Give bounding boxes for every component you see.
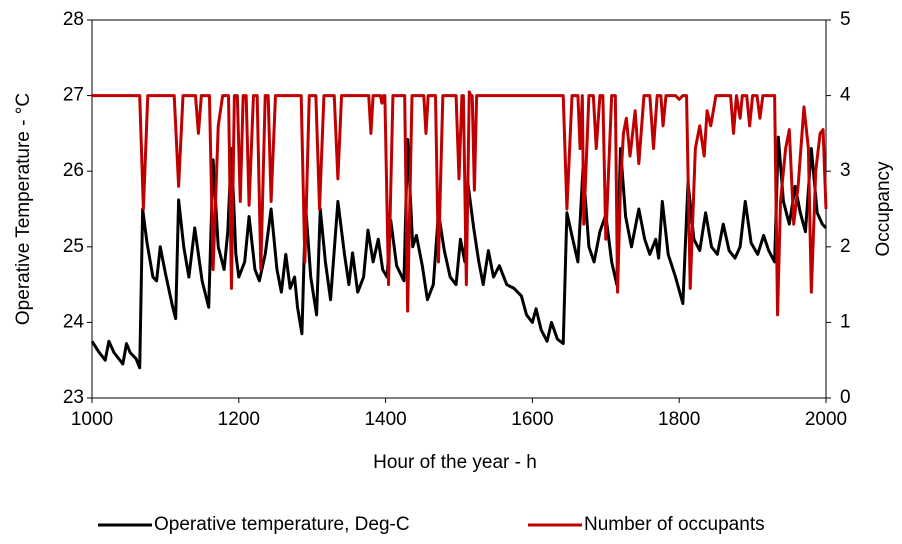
y-tick-label: 24	[63, 311, 85, 332]
y2-tick-label: 3	[840, 160, 851, 181]
y2-tick-label: 2	[840, 236, 851, 257]
x-tick-label: 1800	[658, 409, 700, 430]
y2-axis-label: Occupancy	[873, 161, 894, 257]
y-tick-label: 28	[63, 9, 84, 30]
x-tick-label: 2000	[805, 409, 847, 430]
y-tick-label: 25	[63, 236, 84, 257]
x-tick-label: 1400	[364, 409, 406, 430]
x-tick-label: 1200	[218, 409, 260, 430]
x-axis-label: Hour of the year - h	[373, 452, 537, 473]
series-line	[92, 90, 828, 317]
y2-tick-label: 1	[840, 311, 851, 332]
legend-label: Operative temperature, Deg-C	[154, 514, 410, 535]
legend-label: Number of occupants	[584, 514, 765, 535]
y-tick-label: 27	[63, 85, 84, 106]
x-tick-label: 1600	[511, 409, 553, 430]
y-tick-label: 26	[63, 160, 84, 181]
y2-tick-label: 4	[840, 85, 851, 106]
y-axis-label: Operative Temperature - °C	[13, 93, 34, 325]
plot-frame	[91, 19, 827, 399]
x-tick-label: 1000	[71, 409, 113, 430]
y2-tick-label: 0	[840, 387, 851, 408]
y2-tick-label: 5	[840, 9, 851, 30]
y-tick-label: 23	[63, 387, 84, 408]
